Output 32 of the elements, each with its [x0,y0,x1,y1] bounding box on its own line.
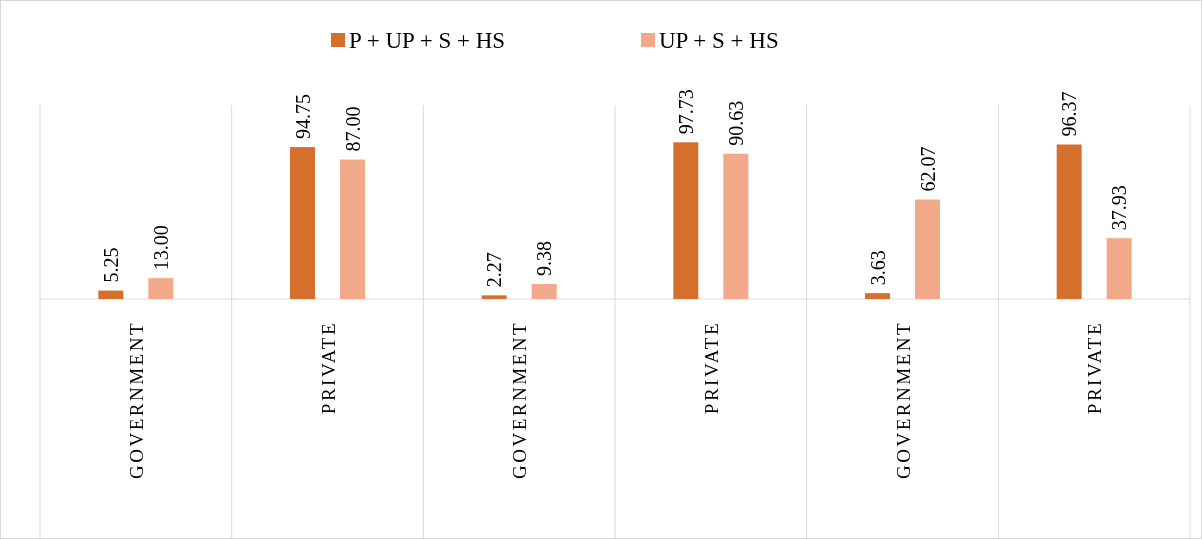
bar [340,159,365,299]
bar [481,295,507,299]
x-tick-label: PRIVATE [1084,321,1106,415]
bar [290,147,315,299]
bar [915,199,940,299]
x-tick-label: PRIVATE [700,321,722,415]
x-tick-label: GOVERNMENT [125,321,147,479]
x-tick-label: GOVERNMENT [892,321,914,479]
bar [865,293,890,299]
x-tick-label: GOVERNMENT [509,321,531,479]
legend-label: UP + S + HS [659,28,779,53]
data-label: 87.00 [341,106,364,152]
data-label: 3.63 [866,250,889,286]
data-label: 62.07 [916,146,939,192]
bar [98,290,124,299]
bar [723,153,749,299]
x-tick-label: PRIVATE [317,321,339,415]
data-label: 37.93 [1108,185,1131,231]
bar [1106,238,1132,299]
data-label: 90.63 [724,100,747,146]
bar [673,142,699,299]
bar [531,283,557,299]
data-label: 9.38 [533,240,556,276]
data-label: 13.00 [149,225,172,271]
bar [1056,144,1082,299]
data-label: 96.37 [1058,91,1081,137]
data-label: 2.27 [483,252,506,288]
data-label: 5.25 [99,247,122,283]
data-label: 94.75 [291,94,314,140]
data-label: 97.73 [674,89,697,135]
bar [148,278,174,299]
legend-label: P + UP + S + HS [349,28,506,53]
